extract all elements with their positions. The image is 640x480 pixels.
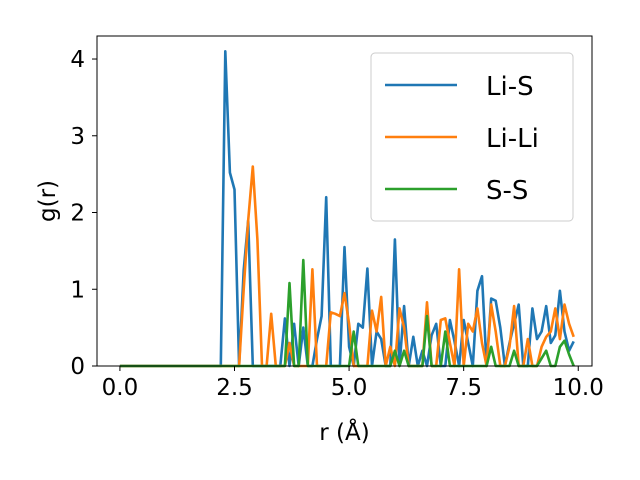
x-axis-ticks: 0.0 2.5 5.0 7.5 10.0 <box>102 366 604 401</box>
x-tick-label: 0.0 <box>102 375 139 401</box>
legend-label-li-s: Li-S <box>486 72 534 102</box>
x-tick-label: 5.0 <box>331 375 368 401</box>
y-tick-label: 2 <box>70 201 85 227</box>
y-tick-label: 4 <box>70 47 85 73</box>
y-tick-label: 1 <box>70 277 85 303</box>
plot-frame <box>96 35 593 367</box>
legend-label-s-s: S-S <box>486 176 528 206</box>
y-tick-label: 3 <box>70 124 85 150</box>
x-tick-label: 2.5 <box>216 375 253 401</box>
x-tick-label: 10.0 <box>553 375 604 401</box>
legend-items: Li-S Li-Li S-S <box>385 72 539 206</box>
legend-box <box>370 52 574 222</box>
series-line-li-li <box>119 165 575 368</box>
y-tick-label: 0 <box>70 354 85 380</box>
legend: Li-S Li-Li S-S <box>370 52 574 222</box>
legend-label-li-li: Li-Li <box>486 124 539 154</box>
y-axis-title: g(r) <box>35 180 61 222</box>
y-axis-ticks: 0 1 2 3 4 <box>70 47 97 380</box>
x-tick-label: 7.5 <box>445 375 482 401</box>
x-axis-title: r (Å) <box>319 418 369 446</box>
